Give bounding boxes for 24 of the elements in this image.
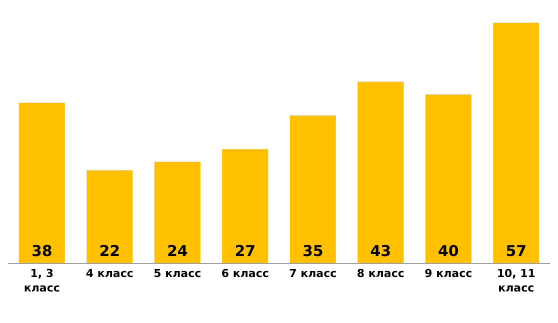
- data-label: 57: [506, 242, 527, 260]
- x-tick-label: 7 класс: [289, 267, 337, 280]
- bar: [425, 94, 472, 263]
- bar: [222, 149, 268, 263]
- data-label: 35: [302, 242, 324, 260]
- x-tick-label: 1, 3 класс: [24, 267, 60, 294]
- bar: [493, 22, 540, 263]
- data-label: 27: [234, 242, 256, 260]
- data-label: 24: [166, 242, 188, 260]
- x-tick-label: 10, 11 класс: [496, 267, 536, 294]
- bar: [18, 102, 65, 263]
- data-label: 38: [31, 242, 52, 260]
- data-label: 22: [99, 242, 120, 260]
- x-tick-label: 8 класс: [356, 267, 404, 280]
- x-tick-label: 6 класс: [221, 267, 269, 280]
- bar: [86, 170, 133, 263]
- bar: [290, 115, 336, 263]
- data-label: 43: [370, 242, 392, 260]
- x-tick-label: 4 класс: [86, 267, 134, 280]
- x-tick-label: 5 класс: [154, 267, 202, 280]
- bar: [358, 82, 404, 263]
- data-label: 40: [438, 242, 459, 260]
- bar: [154, 162, 200, 263]
- x-tick-label: 9 класс: [424, 267, 472, 280]
